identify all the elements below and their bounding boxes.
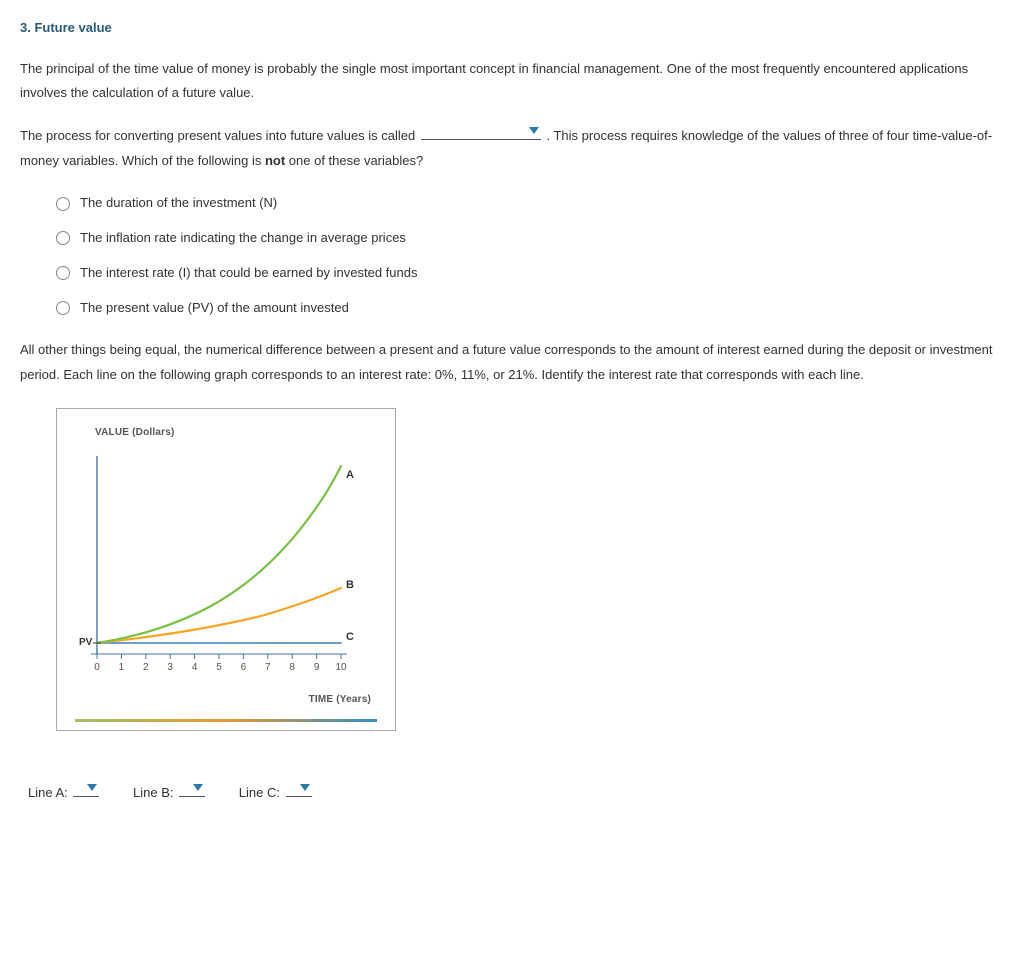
line-b-select-group: Line B: [133,781,205,806]
svg-text:9: 9 [314,662,320,673]
chart-y-title: VALUE (Dollars) [95,423,381,442]
svg-text:0: 0 [94,662,100,673]
q1-text-c: one of these variables? [285,153,423,168]
radio-button[interactable] [56,231,70,245]
svg-text:A: A [346,469,354,481]
radio-button[interactable] [56,197,70,211]
option-label: The inflation rate indicating the change… [80,226,406,251]
option-label: The interest rate (I) that could be earn… [80,261,417,286]
chart-x-title: TIME (Years) [71,690,371,709]
svg-text:5: 5 [216,662,222,673]
question-heading: 3. Future value [20,16,1004,41]
chart-container: VALUE (Dollars) 0 1 2 3 4 5 6 7 8 9 10 A B C PV TIME (… [56,408,396,732]
chart-accent-bar [75,719,377,722]
svg-text:4: 4 [192,662,198,673]
future-value-chart: 0 1 2 3 4 5 6 7 8 9 10 A B C PV [71,448,371,678]
svg-text:10: 10 [335,662,347,673]
option-row: The present value (PV) of the amount inv… [56,296,1004,321]
svg-text:B: B [346,579,354,591]
line-a-dropdown[interactable] [73,782,99,797]
svg-text:C: C [346,631,354,643]
radio-button[interactable] [56,266,70,280]
svg-text:6: 6 [241,662,247,673]
svg-text:3: 3 [167,662,173,673]
question-paragraph-2: All other things being equal, the numeri… [20,338,1004,387]
line-a-select-group: Line A: [28,781,99,806]
question-paragraph-1: The process for converting present value… [20,124,1004,173]
line-c-select-group: Line C: [239,781,312,806]
option-row: The inflation rate indicating the change… [56,226,1004,251]
line-select-row: Line A: Line B: Line C: [28,781,1004,806]
intro-paragraph: The principal of the time value of money… [20,57,1004,106]
line-c-label: Line C: [239,785,280,800]
svg-text:1: 1 [119,662,125,673]
option-label: The duration of the investment (N) [80,191,277,216]
line-b-dropdown[interactable] [179,782,205,797]
line-b-label: Line B: [133,785,173,800]
chevron-down-icon [529,127,539,134]
line-a-label: Line A: [28,785,68,800]
radio-options: The duration of the investment (N) The i… [56,191,1004,320]
svg-text:7: 7 [265,662,271,673]
option-label: The present value (PV) of the amount inv… [80,296,349,321]
radio-button[interactable] [56,301,70,315]
chevron-down-icon [87,784,97,791]
line-c-dropdown[interactable] [286,782,312,797]
svg-text:8: 8 [289,662,295,673]
q1-text-a: The process for converting present value… [20,128,419,143]
chevron-down-icon [300,784,310,791]
compounding-dropdown[interactable] [421,125,541,140]
svg-text:2: 2 [143,662,149,673]
option-row: The interest rate (I) that could be earn… [56,261,1004,286]
option-row: The duration of the investment (N) [56,191,1004,216]
q1-bold-not: not [265,153,285,168]
chevron-down-icon [193,784,203,791]
svg-text:PV: PV [79,637,93,648]
